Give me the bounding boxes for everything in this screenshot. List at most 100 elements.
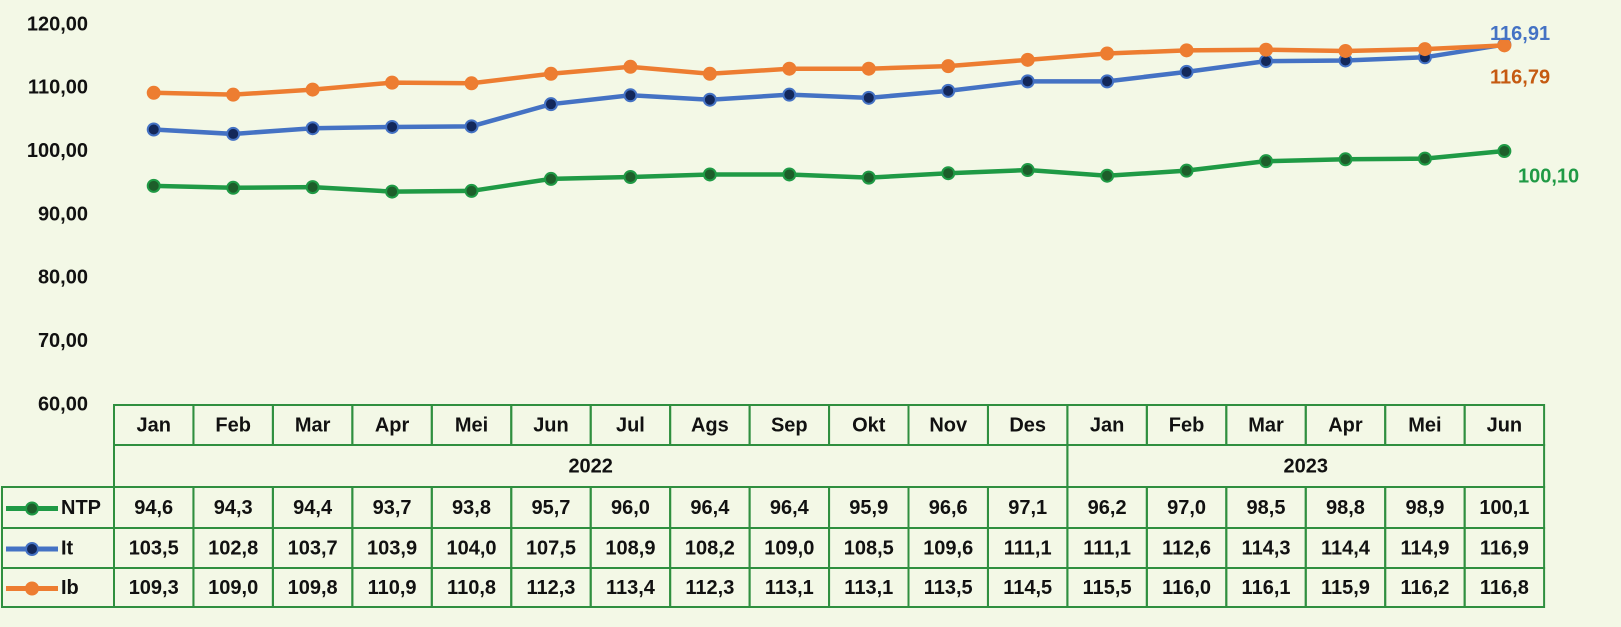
data-label: 93,8	[452, 497, 491, 519]
series-marker	[782, 167, 797, 182]
series-marker	[1259, 154, 1274, 169]
series-marker	[782, 61, 797, 76]
x-tick-label: Feb	[1169, 414, 1205, 436]
x-tick-label: Okt	[852, 414, 886, 436]
series-marker	[1179, 163, 1194, 178]
data-label: 114,3	[1242, 537, 1291, 559]
data-label: 113,1	[765, 577, 814, 599]
series-marker	[1100, 46, 1115, 61]
data-label: 111,1	[1004, 537, 1052, 559]
legend-label: Ib	[61, 577, 79, 599]
data-label: 115,9	[1321, 577, 1370, 599]
legend-marker	[25, 501, 39, 516]
series-marker	[861, 170, 876, 185]
series-marker	[941, 166, 956, 181]
y-tick-label: 90,00	[38, 203, 88, 225]
data-label: 94,6	[134, 497, 173, 519]
series-marker	[305, 121, 320, 136]
data-label: 96,2	[1088, 497, 1127, 519]
series-line	[153, 148, 1505, 194]
series-marker	[1338, 43, 1353, 58]
data-label: 96,6	[929, 497, 968, 519]
series-marker	[146, 122, 161, 137]
x-tick-label: Jan	[1090, 414, 1124, 436]
data-label: 109,3	[129, 577, 179, 599]
series-marker	[543, 66, 558, 81]
y-tick-label: 70,00	[38, 330, 88, 352]
data-label: 94,4	[293, 497, 333, 519]
series-marker	[464, 183, 479, 198]
series-marker	[702, 66, 717, 81]
data-label: 107,5	[526, 537, 576, 559]
data-label: 110,8	[447, 577, 496, 599]
data-label: 115,5	[1083, 577, 1132, 599]
data-label: 98,5	[1247, 497, 1286, 519]
series-marker	[226, 126, 241, 141]
x-tick-label: Apr	[1328, 414, 1363, 436]
data-label: 113,5	[924, 577, 973, 599]
series-line	[153, 42, 1505, 137]
series-marker	[146, 85, 161, 100]
data-label: 116,2	[1400, 577, 1449, 599]
data-label: 109,0	[764, 537, 814, 559]
data-label: 97,0	[1167, 497, 1206, 519]
x-tick-label: Mar	[1248, 414, 1284, 436]
legend-marker	[25, 581, 39, 596]
x-tick-label: Mei	[1408, 414, 1441, 436]
legend-label: It	[61, 537, 74, 559]
series-marker	[305, 82, 320, 97]
series-marker	[385, 184, 400, 199]
data-label: 116,1	[1242, 577, 1291, 599]
x-tick-label: Jan	[136, 414, 170, 436]
series-line	[153, 43, 1505, 97]
data-label: 109,0	[208, 577, 258, 599]
y-tick-label: 120,00	[27, 13, 88, 35]
y-tick-label: 60,00	[38, 393, 88, 415]
data-label: 103,9	[367, 537, 417, 559]
x-tick-label: Nov	[929, 414, 968, 436]
x-tick-label: Jun	[1487, 414, 1523, 436]
y-tick-label: 110,00	[28, 77, 88, 99]
series-marker	[702, 167, 717, 182]
data-label: 96,0	[611, 497, 650, 519]
data-label: 114,4	[1321, 537, 1371, 559]
data-label: 108,2	[685, 537, 735, 559]
series-marker	[861, 61, 876, 76]
data-label: 112,6	[1162, 537, 1211, 559]
data-label: 110,9	[368, 577, 417, 599]
series-marker	[1259, 54, 1274, 69]
x-tick-label: Jun	[533, 414, 569, 436]
x-tick-label: Sep	[771, 414, 808, 436]
series-marker	[1020, 163, 1035, 178]
data-label: 103,5	[129, 537, 179, 559]
series-marker	[543, 97, 558, 112]
data-label: 108,5	[844, 537, 894, 559]
x-tick-label: Feb	[215, 414, 251, 436]
series-marker	[385, 75, 400, 90]
series-marker	[1338, 152, 1353, 167]
end-label: 100,10	[1518, 165, 1579, 187]
data-label: 112,3	[685, 577, 734, 599]
series-marker	[464, 76, 479, 91]
x-tick-label: Mar	[295, 414, 331, 436]
data-label: 114,9	[1400, 537, 1449, 559]
series-marker	[1179, 43, 1194, 58]
y-tick-label: 80,00	[38, 267, 88, 289]
data-label: 98,8	[1326, 497, 1365, 519]
data-label: 113,4	[606, 577, 656, 599]
legend-marker	[25, 542, 39, 556]
series-marker	[1020, 52, 1035, 67]
series-marker	[782, 87, 797, 102]
data-label: 94,3	[214, 497, 253, 519]
series-marker	[1179, 64, 1194, 79]
data-label: 109,6	[923, 537, 973, 559]
end-label: 116,91	[1490, 23, 1550, 45]
data-label: 116,8	[1480, 577, 1529, 599]
data-label: 116,0	[1162, 577, 1211, 599]
series-marker	[305, 180, 320, 195]
series-marker	[941, 83, 956, 98]
y-tick-label: 100,00	[27, 140, 88, 162]
x-tick-label: Jul	[616, 414, 645, 436]
series-marker	[1020, 74, 1035, 89]
series-marker	[385, 119, 400, 134]
